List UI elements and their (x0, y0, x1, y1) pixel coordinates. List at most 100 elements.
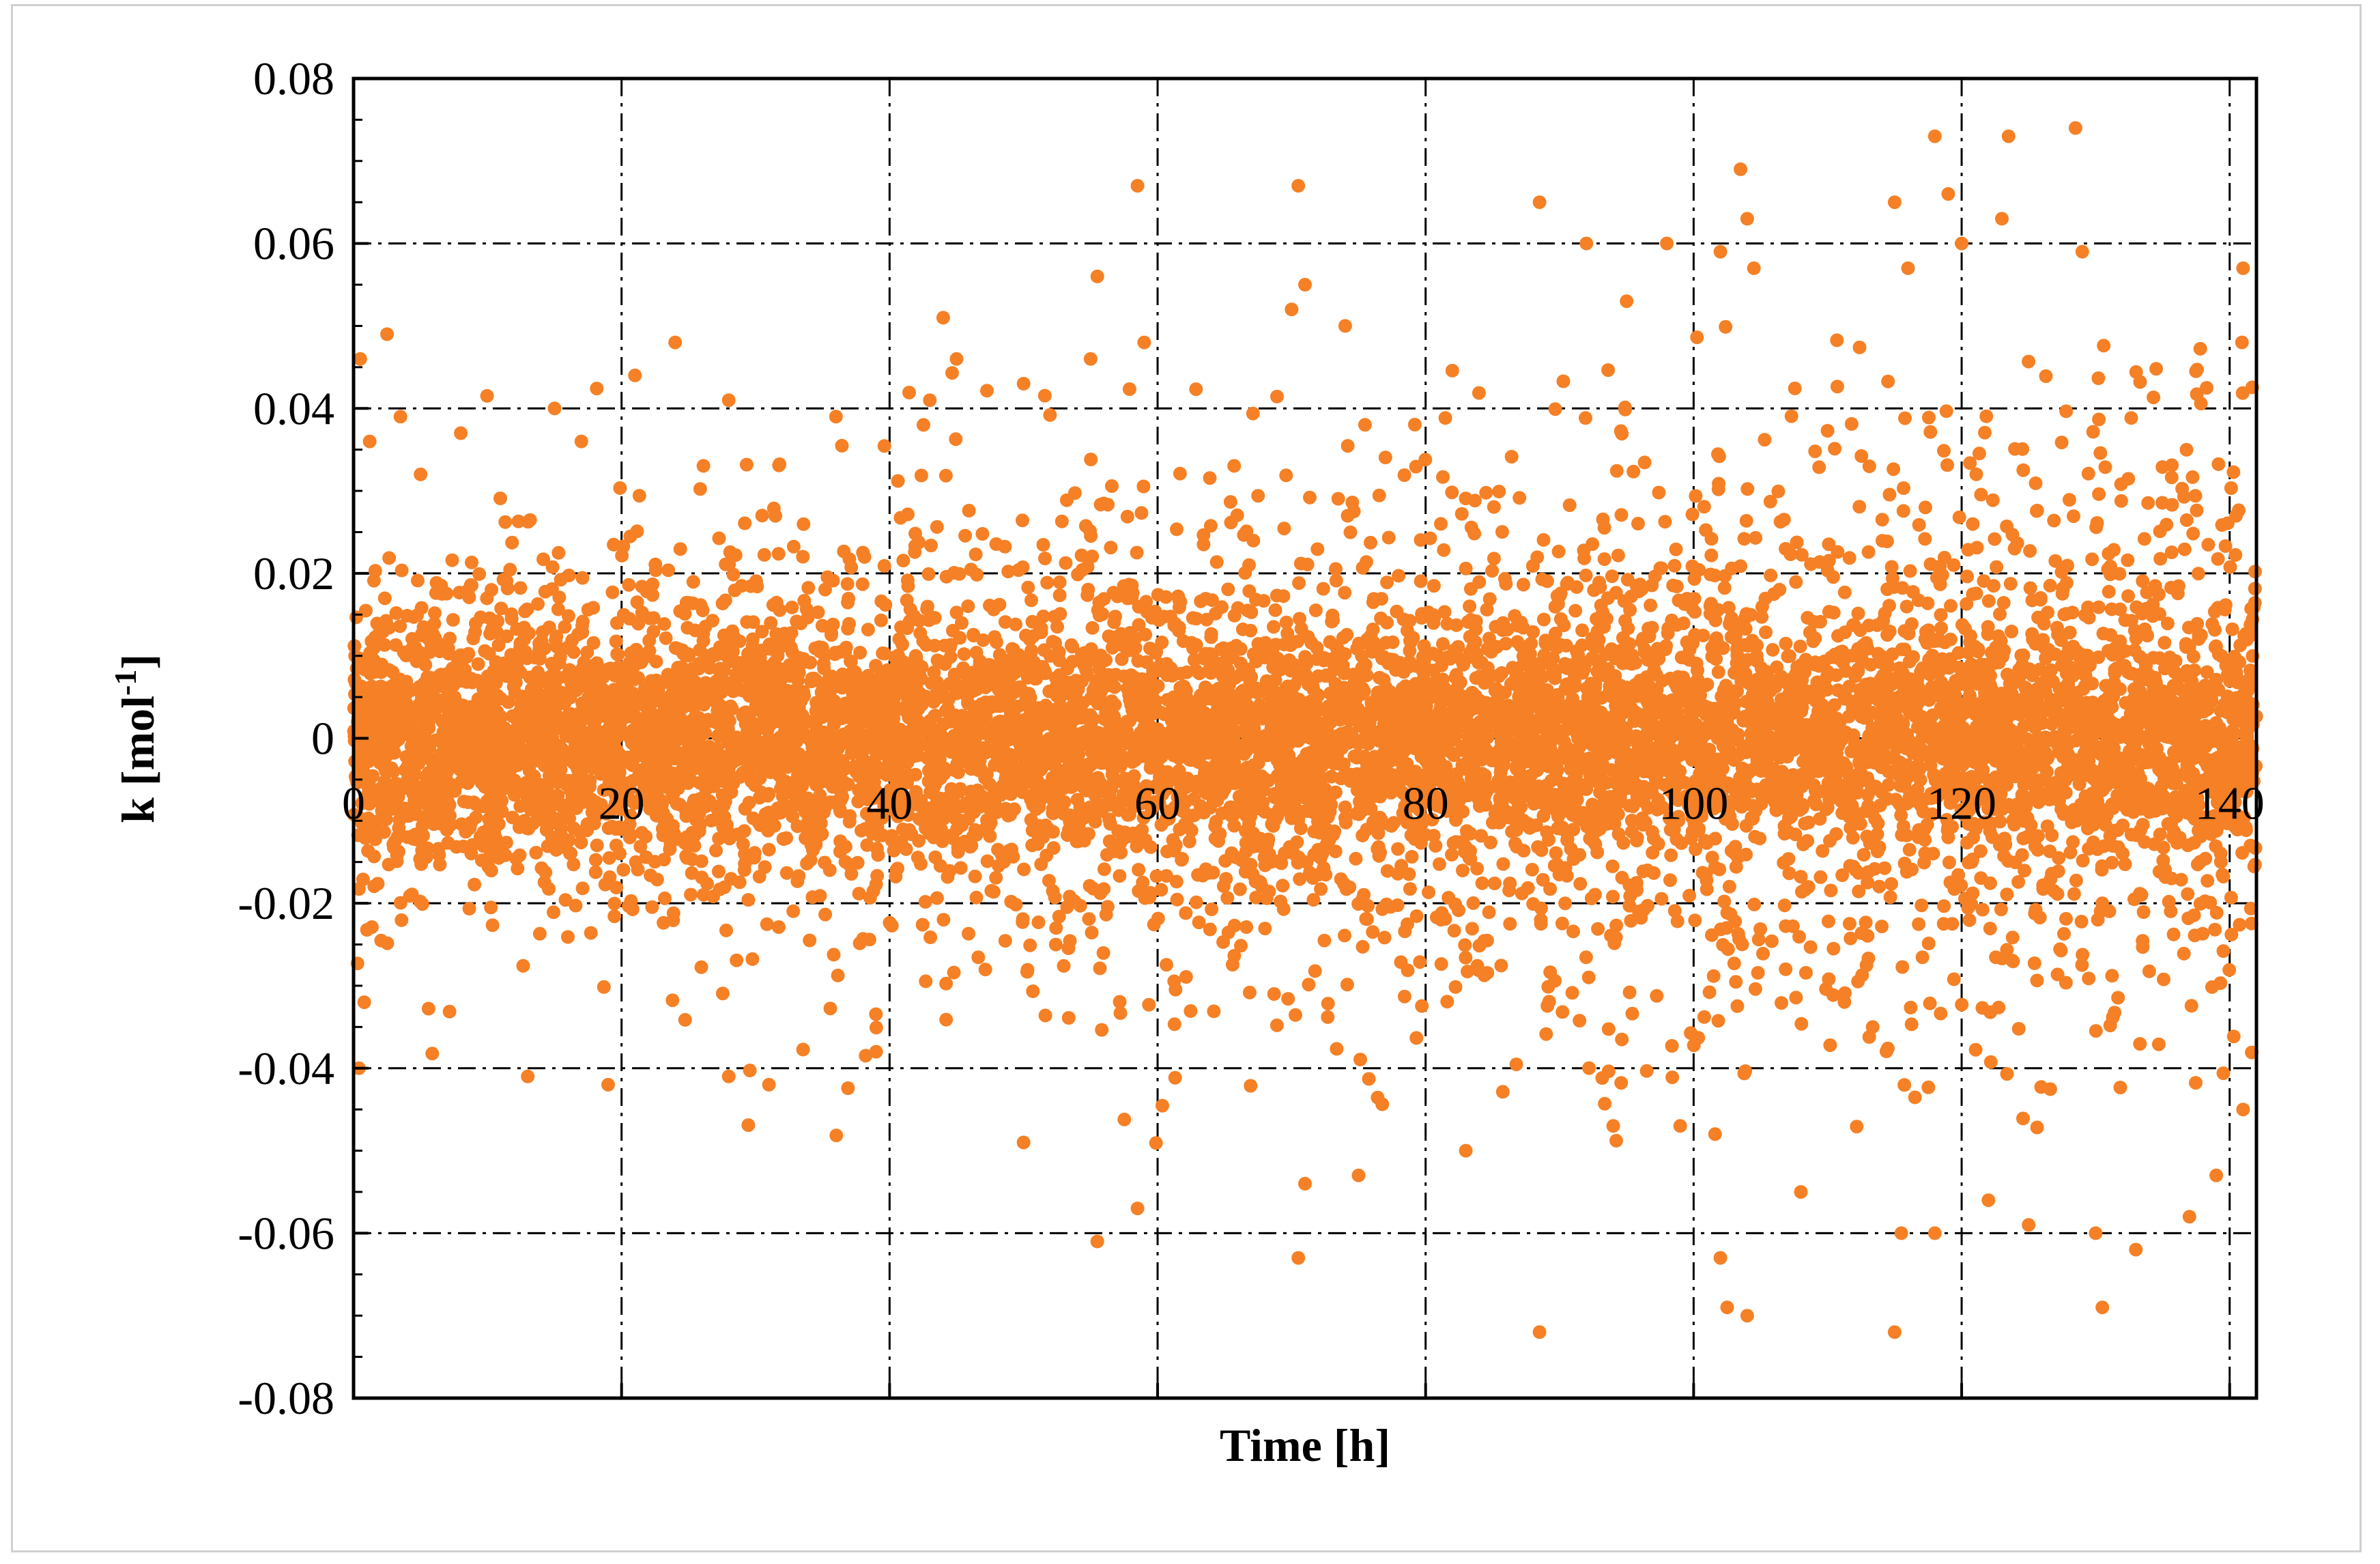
scatter-point (1234, 939, 1248, 953)
scatter-point (1936, 917, 1951, 931)
scatter-point (1221, 582, 1235, 597)
scatter-point (1803, 940, 1818, 954)
scatter-point (918, 895, 932, 909)
scatter-point (1397, 468, 1411, 482)
scatter-point (1826, 941, 1841, 956)
scatter-point (1789, 575, 1803, 589)
scatter-point (1270, 1018, 1284, 1032)
scatter-point (755, 625, 769, 639)
scatter-point (2201, 537, 2216, 552)
scatter-point (1883, 890, 1897, 905)
scatter-point (1944, 599, 1958, 613)
scatter-point (609, 634, 623, 649)
scatter-point (803, 933, 817, 948)
scatter-point (719, 923, 733, 937)
scatter-point (869, 1007, 883, 1021)
scatter-point (494, 601, 508, 616)
scatter-point (1899, 828, 1914, 842)
scatter-point (1043, 408, 1057, 422)
scatter-point (818, 582, 832, 597)
scatter-point (1670, 914, 1684, 928)
scatter-point (1672, 593, 1686, 608)
scatter-point (1224, 515, 1238, 530)
scatter-point (575, 571, 590, 585)
scatter-point (1038, 1008, 1052, 1023)
scatter-point (771, 920, 786, 934)
scatter-point (2015, 848, 2029, 862)
scatter-point (971, 950, 986, 965)
scatter-point (1789, 991, 1803, 1005)
scatter-point (2047, 513, 2061, 528)
scatter-point (1539, 1027, 1553, 1041)
scatter-point (1983, 1055, 1998, 1069)
scatter-point (1377, 930, 1392, 945)
scatter-point (1203, 471, 1217, 485)
scatter-point (1207, 1004, 1221, 1019)
scatter-point (393, 896, 407, 910)
scatter-point (1808, 631, 1822, 646)
scatter-point (1553, 612, 1568, 626)
scatter-point (1822, 972, 1836, 986)
scatter-point (1454, 507, 1469, 521)
scatter-point (1009, 898, 1023, 912)
scatter-point (1988, 532, 2002, 546)
scatter-point (1951, 868, 1966, 882)
scatter-point (2000, 887, 2014, 902)
scatter-point (693, 482, 707, 496)
scatter-point (863, 891, 877, 905)
scatter-point (1837, 585, 1852, 599)
scatter-point (870, 868, 885, 883)
scatter-point (469, 810, 483, 825)
scatter-point (1579, 568, 1593, 582)
scatter-point (1639, 1064, 1654, 1078)
scatter-point (2200, 874, 2215, 888)
scatter-point (1037, 388, 1052, 403)
scatter-points (347, 121, 2263, 1339)
scatter-point (1223, 495, 1237, 509)
scatter-point (498, 515, 513, 529)
scatter-point (1904, 1017, 1919, 1032)
scatter-point (1510, 840, 1524, 854)
scatter-point (1122, 382, 1136, 396)
scatter-point (1300, 557, 1315, 571)
scatter-point (1306, 893, 1321, 907)
scatter-point (969, 890, 984, 905)
scatter-point (1238, 566, 1252, 580)
scatter-point (841, 595, 855, 610)
scatter-point (1851, 606, 1865, 621)
scatter-point (2121, 553, 2135, 567)
scatter-point (1616, 836, 1631, 850)
scatter-point (1031, 915, 1046, 929)
scatter-point (1721, 942, 1735, 956)
scatter-point (1566, 924, 1580, 939)
scatter-point (1097, 862, 1111, 877)
scatter-point (1566, 823, 1581, 837)
scatter-point (561, 930, 575, 944)
scatter-point (827, 948, 841, 962)
scatter-point (405, 887, 419, 902)
scatter-point (1711, 665, 1725, 679)
scatter-point (2184, 999, 2198, 1013)
scatter-point (919, 974, 933, 989)
scatter-point (1689, 489, 1703, 503)
scatter-point (1052, 909, 1066, 924)
scatter-point (2164, 904, 2178, 918)
scatter-point (1276, 902, 1291, 916)
scatter-point (1267, 620, 1280, 634)
scatter-point (1440, 995, 1454, 1009)
scatter-point (1947, 972, 1961, 986)
scatter-point (1173, 466, 1187, 481)
scatter-point (1219, 872, 1233, 886)
scatter-point (2003, 577, 2018, 591)
scatter-point (1380, 575, 1394, 590)
scatter-point (503, 563, 517, 577)
scatter-point (2209, 672, 2224, 687)
scatter-point (936, 913, 951, 927)
scatter-point (1046, 841, 1061, 855)
scatter-point (2076, 948, 2090, 962)
scatter-point (1798, 966, 1813, 980)
scatter-point (1426, 579, 1441, 593)
scatter-point (1923, 425, 1938, 439)
scatter-point (1966, 831, 1980, 844)
